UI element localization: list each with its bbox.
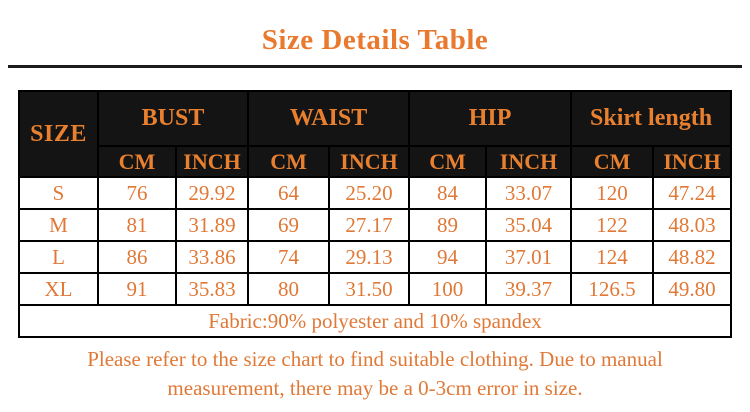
value-cell: 81 xyxy=(97,208,177,242)
value-cell: 39.37 xyxy=(485,272,573,306)
unit-header-bust-inch: INCH xyxy=(174,145,250,178)
value-cell: 76 xyxy=(97,176,177,210)
value-cell: 27.17 xyxy=(328,208,411,242)
value-cell: 31.89 xyxy=(174,208,250,242)
value-cell: 100 xyxy=(408,272,488,306)
value-cell: 94 xyxy=(408,240,488,274)
group-header-bust: BUST xyxy=(96,90,250,147)
group-header-skirt-length: Skirt length xyxy=(570,90,733,147)
value-cell: 37.01 xyxy=(485,240,573,274)
size-label: XL xyxy=(18,272,99,306)
footer-note: Please refer to the size chart to find s… xyxy=(0,345,750,403)
footer-note-line-1: Please refer to the size chart to find s… xyxy=(87,347,663,371)
value-cell: 33.86 xyxy=(174,240,250,274)
size-label: S xyxy=(18,176,99,210)
fabric-row: Fabric:90% polyester and 10% spandex xyxy=(17,304,733,338)
group-header-waist: WAIST xyxy=(247,90,411,147)
value-cell: 84 xyxy=(408,176,488,210)
fabric-note: Fabric:90% polyester and 10% spandex xyxy=(17,304,733,338)
value-cell: 126.5 xyxy=(570,272,655,306)
value-cell: 48.82 xyxy=(652,240,733,274)
size-table: SIZE BUST WAIST HIP Skirt length CM INCH… xyxy=(17,90,733,338)
footer-note-line-2: measurement, there may be a 0-3cm error … xyxy=(167,376,583,400)
unit-header-hip-cm: CM xyxy=(408,145,488,178)
unit-header-skirt-cm: CM xyxy=(570,145,655,178)
value-cell: 35.04 xyxy=(485,208,573,242)
size-label: L xyxy=(18,240,99,274)
value-cell: 48.03 xyxy=(652,208,733,242)
value-cell: 120 xyxy=(570,176,655,210)
value-cell: 31.50 xyxy=(328,272,411,306)
unit-header-skirt-inch: INCH xyxy=(652,145,733,178)
value-cell: 49.80 xyxy=(652,272,733,306)
size-label: M xyxy=(18,208,99,242)
value-cell: 89 xyxy=(408,208,488,242)
table-row-size-s: S 76 29.92 64 25.20 84 33.07 120 47.24 xyxy=(18,176,733,210)
value-cell: 91 xyxy=(97,272,177,306)
group-header-row: SIZE BUST WAIST HIP Skirt length xyxy=(18,90,733,178)
unit-header-row: CM INCH CM INCH CM INCH CM INCH xyxy=(19,145,733,178)
value-cell: 74 xyxy=(247,240,331,274)
value-cell: 69 xyxy=(247,208,331,242)
unit-header-waist-cm: CM xyxy=(247,145,331,178)
value-cell: 124 xyxy=(570,240,655,274)
value-cell: 35.83 xyxy=(174,272,250,306)
value-cell: 25.20 xyxy=(328,176,411,210)
table-row-size-m: M 81 31.89 69 27.17 89 35.04 122 48.03 xyxy=(18,208,733,242)
value-cell: 47.24 xyxy=(652,176,733,210)
value-cell: 33.07 xyxy=(485,176,573,210)
value-cell: 122 xyxy=(570,208,655,242)
table-row-size-l: L 86 33.86 74 29.13 94 37.01 124 48.82 xyxy=(18,240,733,274)
size-column-header: SIZE xyxy=(18,90,99,178)
unit-header-waist-inch: INCH xyxy=(328,145,411,178)
value-cell: 29.13 xyxy=(328,240,411,274)
unit-header-bust-cm: CM xyxy=(97,145,177,178)
unit-header-hip-inch: INCH xyxy=(485,145,573,178)
table-row-size-xl: XL 91 35.83 80 31.50 100 39.37 126.5 49.… xyxy=(18,272,733,306)
title-divider xyxy=(8,65,742,68)
value-cell: 86 xyxy=(97,240,177,274)
value-cell: 29.92 xyxy=(174,176,250,210)
value-cell: 80 xyxy=(247,272,331,306)
page-title: Size Details Table xyxy=(261,24,489,56)
value-cell: 64 xyxy=(247,176,331,210)
group-header-hip: HIP xyxy=(408,90,573,147)
